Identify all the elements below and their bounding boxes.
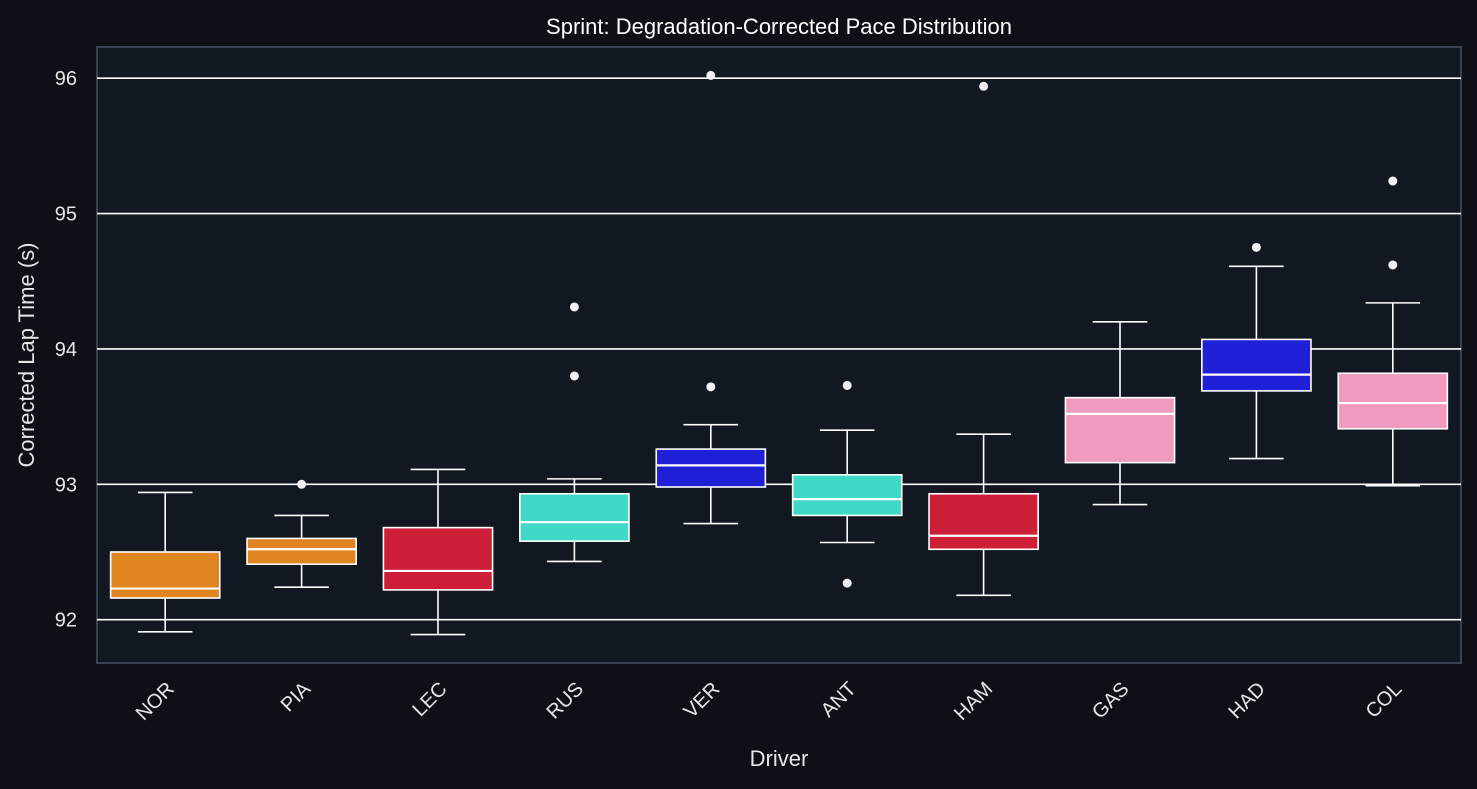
iqr-box <box>928 492 1039 551</box>
box-ham <box>928 81 1039 597</box>
box-ant <box>791 380 903 588</box>
iqr-box <box>519 492 630 542</box>
outlier-point <box>706 382 716 392</box>
iqr-box <box>246 537 357 565</box>
outlier-point <box>569 302 579 312</box>
iqr-box <box>1337 372 1449 430</box>
box-lec <box>382 468 494 636</box>
iqr-box <box>1064 396 1176 464</box>
box-gas <box>1064 321 1176 506</box>
iqr-box <box>1201 338 1312 392</box>
y-tick-label: 96 <box>55 68 77 90</box>
outlier-point <box>979 81 989 91</box>
box-had <box>1201 242 1312 460</box>
outlier-point <box>842 380 852 390</box>
outlier-point <box>842 578 852 588</box>
outlier-point <box>569 371 579 381</box>
y-tick-label: 94 <box>55 339 77 361</box>
box-pia <box>246 479 357 588</box>
box-rus <box>519 302 630 563</box>
iqr-box <box>655 448 767 488</box>
outlier-point <box>706 70 716 80</box>
x-axis-label: Driver <box>750 746 809 771</box>
y-tick-labels: 92 93 94 95 96 <box>55 68 77 632</box>
outlier-point <box>297 479 307 489</box>
outlier-point <box>1388 260 1398 270</box>
y-tick-label: 92 <box>55 610 77 632</box>
iqr-box <box>109 551 221 599</box>
chart-title: Sprint: Degradation-Corrected Pace Distr… <box>546 14 1012 39</box>
outlier-point <box>1388 176 1398 186</box>
box-series <box>109 70 1449 636</box>
y-axis-label: Corrected Lap Time (s) <box>14 243 39 468</box>
iqr-box <box>791 474 903 517</box>
outlier-point <box>1251 242 1261 252</box>
box-nor <box>109 491 221 633</box>
y-tick-label: 95 <box>55 204 77 226</box>
box-col <box>1337 176 1449 487</box>
y-tick-label: 93 <box>55 474 77 496</box>
box-ver <box>655 70 767 525</box>
iqr-box <box>382 526 494 591</box>
